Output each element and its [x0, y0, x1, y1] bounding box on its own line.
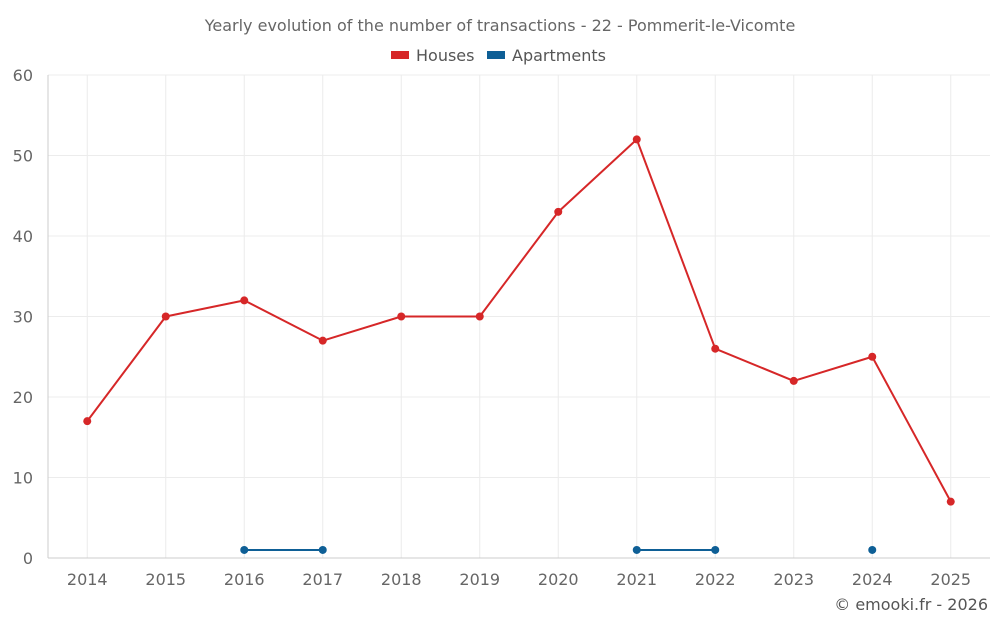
x-tick-label: 2024 [852, 570, 893, 589]
grid [48, 74, 990, 558]
x-tick-label: 2015 [145, 570, 186, 589]
x-tick-label: 2025 [930, 570, 971, 589]
y-tick-label: 20 [13, 388, 33, 407]
data-point-houses[interactable] [554, 207, 563, 216]
legend-item-houses[interactable]: Houses [391, 46, 474, 65]
chart-title: Yearly evolution of the number of transa… [204, 16, 796, 35]
x-tick-label: 2017 [302, 570, 343, 589]
y-tick-label: 60 [13, 66, 33, 85]
y-tick-label: 0 [23, 549, 33, 568]
x-tick-label: 2016 [224, 570, 265, 589]
legend-swatch-houses [391, 51, 409, 59]
series-line-houses [86, 138, 952, 503]
series-apartments [240, 545, 877, 554]
x-tick-label: 2019 [459, 570, 500, 589]
series [83, 135, 955, 554]
data-point-apartments[interactable] [868, 545, 877, 554]
x-tick-label: 2014 [67, 570, 108, 589]
y-tick-label: 50 [13, 147, 33, 166]
data-point-houses[interactable] [789, 376, 798, 385]
data-point-apartments[interactable] [240, 545, 249, 554]
data-point-apartments[interactable] [711, 545, 720, 554]
data-point-houses[interactable] [318, 336, 327, 345]
y-tick-label: 30 [13, 308, 33, 327]
data-point-houses[interactable] [475, 312, 484, 321]
legend-label-houses: Houses [416, 46, 474, 65]
credit-text: © emooki.fr - 2026 [834, 595, 988, 614]
data-point-houses[interactable] [83, 417, 92, 426]
legend: Houses Apartments [391, 46, 606, 65]
legend-item-apartments[interactable]: Apartments [487, 46, 606, 65]
x-tick-label: 2020 [538, 570, 579, 589]
x-tick-label: 2022 [695, 570, 736, 589]
data-point-apartments[interactable] [632, 545, 641, 554]
data-point-houses[interactable] [868, 352, 877, 361]
data-point-houses[interactable] [240, 296, 249, 305]
data-point-houses[interactable] [632, 135, 641, 144]
x-axis-ticks: 2014 2015 2016 2017 2018 2019 2020 2021 2022 2023… [67, 570, 971, 589]
data-point-houses[interactable] [397, 312, 406, 321]
x-tick-label: 2021 [616, 570, 657, 589]
data-point-apartments[interactable] [318, 545, 327, 554]
x-tick-label: 2023 [773, 570, 814, 589]
x-tick-label: 2018 [381, 570, 422, 589]
data-point-houses[interactable] [161, 312, 170, 321]
data-point-houses[interactable] [711, 344, 720, 353]
series-houses [83, 135, 955, 506]
data-point-houses[interactable] [946, 497, 955, 506]
y-tick-label: 40 [13, 227, 33, 246]
legend-label-apartments: Apartments [512, 46, 606, 65]
y-tick-label: 10 [13, 469, 33, 488]
y-axis-ticks: 0 10 20 30 40 50 60 [13, 66, 33, 568]
legend-swatch-apartments [487, 51, 505, 59]
axes [47, 75, 990, 559]
